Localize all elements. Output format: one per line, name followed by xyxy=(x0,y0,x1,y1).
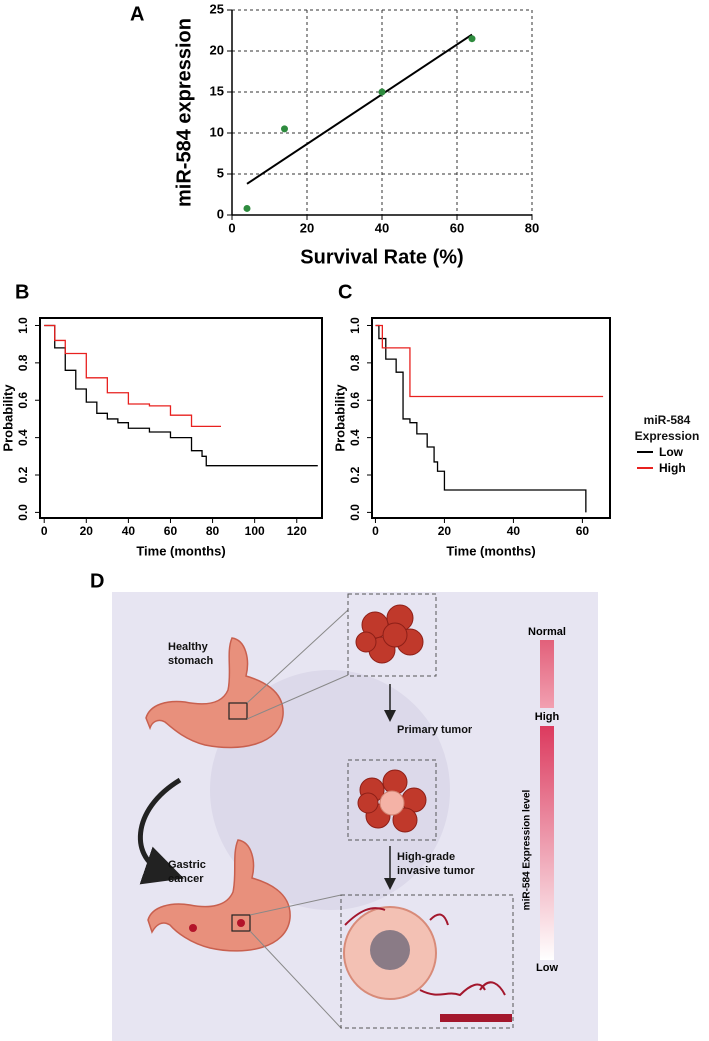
legend-item: Low xyxy=(637,444,709,460)
invasive-cell xyxy=(379,790,405,816)
diagram-label: Healthy stomach xyxy=(168,641,214,667)
x-tick-label: 60 xyxy=(450,220,464,235)
point xyxy=(468,35,476,43)
x-axis-label: Time (months) xyxy=(136,543,225,558)
scale-title: miR-584 Expression level xyxy=(522,789,533,910)
zoom-box xyxy=(228,702,248,720)
scale-label: High xyxy=(535,711,560,723)
y-tick-label: 1.0 xyxy=(348,317,362,334)
x-tick-label: 0 xyxy=(228,220,235,235)
km-curve xyxy=(44,324,318,467)
scale-label: Low xyxy=(536,962,558,974)
x-tick-label: 60 xyxy=(576,524,590,538)
diagram-label: Primary tumor xyxy=(397,724,473,736)
point xyxy=(378,88,386,96)
x-tick-label: 0 xyxy=(372,524,379,538)
tumor-cluster xyxy=(357,769,427,833)
y-tick-label: 15 xyxy=(210,83,224,98)
y-tick-label: 25 xyxy=(210,1,224,16)
point xyxy=(281,125,288,133)
tumor-spot xyxy=(189,924,197,932)
x-tick-label: 80 xyxy=(206,524,220,538)
diagram-label: High-grade invasive tumor xyxy=(397,851,475,877)
y-tick-label: 0.0 xyxy=(16,504,30,521)
x-tick-label: 40 xyxy=(507,524,521,538)
tumor-cluster xyxy=(355,604,424,664)
y-tick-label: 0.4 xyxy=(16,429,30,446)
y-tick-label: 0.8 xyxy=(348,354,362,371)
legend-label: Low xyxy=(659,445,683,459)
fit-line xyxy=(246,33,473,185)
panel-label: B xyxy=(15,281,29,303)
plot-frame xyxy=(371,317,611,519)
km-curve xyxy=(375,324,604,398)
x-tick-label: 0 xyxy=(41,524,48,538)
x-tick-label: 40 xyxy=(122,524,136,538)
legend-label: High xyxy=(659,461,686,475)
legend: miR-584 Expression Low High xyxy=(625,412,709,476)
y-axis-label: Probability xyxy=(0,384,15,452)
blood-vessel xyxy=(440,1014,512,1022)
legend-title: miR-584 Expression xyxy=(634,413,700,443)
point xyxy=(243,204,251,212)
y-tick-label: 1.0 xyxy=(16,317,30,334)
y-axis-label: miR-584 expression xyxy=(173,18,195,207)
tumor-core xyxy=(370,930,410,970)
x-tick-label: 60 xyxy=(164,524,178,538)
legend-item: High xyxy=(637,460,709,476)
y-axis-label: Probability xyxy=(332,384,347,452)
x-tick-label: 40 xyxy=(375,220,389,235)
legend-swatch xyxy=(637,467,653,469)
connector xyxy=(246,674,349,720)
y-tick-label: 10 xyxy=(210,124,224,139)
x-tick-label: 20 xyxy=(300,220,314,235)
km-curve xyxy=(375,324,587,513)
panel-label: C xyxy=(338,281,352,303)
connector xyxy=(246,609,349,704)
y-tick-label: 0.4 xyxy=(348,429,362,446)
x-tick-label: 20 xyxy=(80,524,94,538)
panel-label: A xyxy=(130,3,144,25)
plot-frame xyxy=(39,317,323,519)
cancer-stomach xyxy=(147,839,291,952)
legend-swatch xyxy=(637,451,653,453)
y-tick-label: 0.0 xyxy=(348,504,362,521)
y-tick-label: 0.2 xyxy=(348,466,362,483)
x-tick-label: 20 xyxy=(438,524,452,538)
x-tick-label: 100 xyxy=(245,524,265,538)
healthy-stomach xyxy=(145,637,284,749)
inset-box xyxy=(347,759,437,841)
y-tick-label: 0.6 xyxy=(348,392,362,409)
y-tick-label: 5 xyxy=(217,165,224,180)
km-curve xyxy=(44,324,221,428)
x-axis-label: Survival Rate (%) xyxy=(300,246,463,268)
scale-label: Normal xyxy=(528,626,566,638)
y-tick-label: 0.2 xyxy=(16,466,30,483)
connector xyxy=(249,930,342,1029)
vessels xyxy=(344,907,506,997)
connector xyxy=(249,894,342,916)
inset-box xyxy=(340,894,514,1029)
progress-arrow xyxy=(137,777,184,885)
y-tick-label: 0 xyxy=(217,206,224,221)
y-tick-label: 20 xyxy=(210,42,224,57)
diagram: Normal High Low miR-584 Expression level xyxy=(112,592,598,1041)
panel-label: D xyxy=(90,570,104,592)
y-tick-label: 0.8 xyxy=(16,354,30,371)
scale-bar xyxy=(540,726,554,960)
tumor-spot xyxy=(237,919,245,927)
diagram-label: Gastric cancer xyxy=(168,859,206,885)
x-tick-label: 120 xyxy=(287,524,307,538)
x-tick-label: 80 xyxy=(525,220,539,235)
scale-bar xyxy=(540,640,554,708)
inset-box xyxy=(347,593,437,677)
zoom-box xyxy=(231,914,251,932)
y-tick-label: 0.6 xyxy=(16,392,30,409)
x-axis-label: Time (months) xyxy=(446,543,535,558)
